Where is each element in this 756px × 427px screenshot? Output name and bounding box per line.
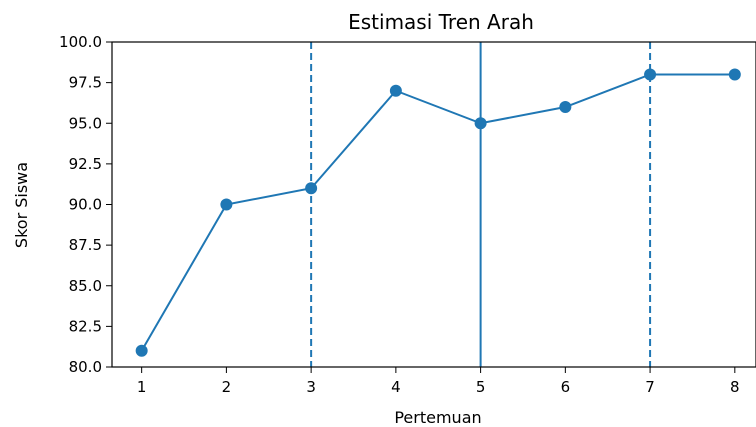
y-tick-label: 90.0 [69, 196, 102, 214]
y-tick-label: 97.5 [69, 74, 102, 92]
y-axis-label: Skor Siswa [12, 162, 31, 248]
y-tick-label: 82.5 [69, 317, 102, 335]
y-tick-label: 87.5 [69, 236, 102, 254]
y-tick-label: 80.0 [69, 358, 102, 376]
data-point-4 [389, 84, 402, 97]
chart-title: Estimasi Tren Arah [348, 10, 534, 34]
data-point-2 [220, 198, 233, 211]
y-tick-label: 92.5 [69, 155, 102, 173]
y-tick-label: 95.0 [69, 114, 102, 132]
plot-frame [111, 41, 756, 368]
x-tick-label: 4 [391, 378, 401, 396]
y-tick-label: 100.0 [59, 33, 102, 51]
x-tick-label: 6 [561, 378, 571, 396]
x-tick-label: 5 [476, 378, 486, 396]
plot-area: 80.0 82.5 85.0 87.5 90.0 92.5 95.0 97.5 100.0 1 2 3… [59, 33, 756, 396]
x-tick-label: 1 [137, 378, 147, 396]
data-point-8 [728, 68, 741, 81]
data-point-1 [135, 344, 148, 357]
x-tick-label: 2 [222, 378, 232, 396]
x-tick-label: 3 [306, 378, 316, 396]
data-point-6 [559, 101, 572, 113]
y-tick-label: 85.0 [69, 277, 102, 295]
series-line-1 [140, 73, 735, 352]
x-axis-label: Pertemuan [394, 408, 481, 427]
data-point-5 [474, 117, 487, 130]
data-point-7 [644, 68, 657, 81]
data-point-3 [305, 182, 318, 195]
x-tick-label: 8 [730, 378, 740, 396]
x-tick-label: 7 [645, 378, 655, 396]
